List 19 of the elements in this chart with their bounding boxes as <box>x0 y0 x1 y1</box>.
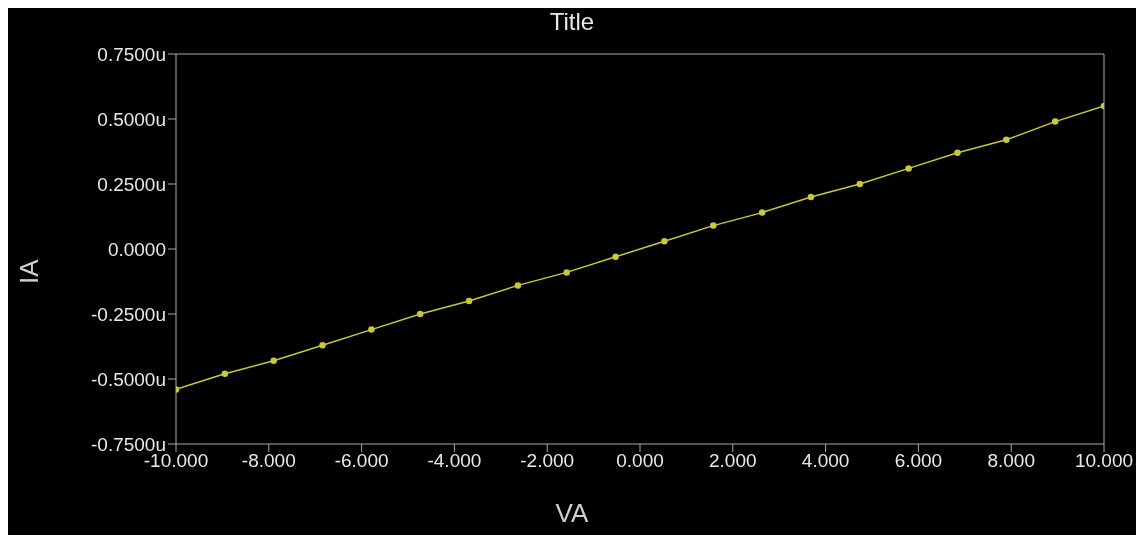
x-tick-label: 8.000 <box>987 450 1035 472</box>
y-tick-label: 0.0000 <box>107 238 166 260</box>
chart-title: Title <box>548 8 596 36</box>
x-tick-label: 6.000 <box>894 450 943 472</box>
x-tick-label: 4.000 <box>801 450 850 472</box>
y-tick-label: -0.5000u <box>90 368 166 390</box>
x-tick-label: 10.000 <box>1074 450 1134 472</box>
y-tick-label: 0.7500u <box>97 43 166 65</box>
y-tick-label: 0.5000u <box>97 108 166 130</box>
x-tick-label: 2.000 <box>709 450 757 472</box>
x-tick-label: -4.000 <box>427 450 482 472</box>
y-axis-title: IA <box>14 259 45 284</box>
x-tick-label: 0.000 <box>616 450 664 472</box>
x-tick-label: -2.000 <box>520 450 575 472</box>
x-tick-label: -8.000 <box>241 450 296 472</box>
x-axis-title: VA <box>554 498 590 529</box>
y-tick-label: -0.2500u <box>90 303 166 325</box>
x-tick-label: -6.000 <box>334 450 389 472</box>
y-tick-label: 0.2500u <box>97 173 166 195</box>
